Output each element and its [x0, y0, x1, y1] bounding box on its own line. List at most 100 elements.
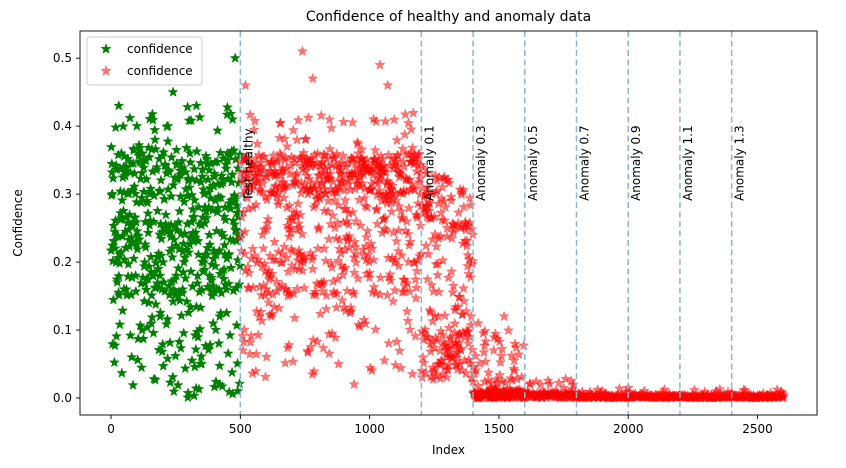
data-point [462, 249, 474, 260]
data-point [211, 225, 223, 236]
data-point [446, 232, 458, 244]
data-point [287, 355, 299, 367]
data-point [432, 269, 444, 280]
data-point [453, 206, 465, 218]
data-point [281, 140, 293, 152]
data-point [113, 270, 125, 281]
data-point [206, 274, 218, 286]
data-point [244, 336, 256, 347]
data-point [335, 168, 347, 179]
data-point [310, 289, 322, 300]
data-point [252, 329, 264, 340]
data-point [185, 265, 197, 277]
data-point [192, 235, 204, 246]
data-point [220, 283, 232, 295]
data-point [316, 178, 328, 190]
data-point [260, 351, 272, 362]
data-point [490, 328, 502, 339]
data-point [318, 242, 330, 254]
data-point [382, 79, 394, 91]
data-point [214, 310, 226, 322]
data-point [524, 378, 536, 390]
data-point [268, 236, 280, 247]
data-point [146, 289, 158, 301]
data-point [159, 160, 171, 171]
data-point [224, 329, 236, 340]
data-point [470, 350, 482, 361]
data-point [231, 357, 243, 369]
data-point [181, 295, 193, 307]
data-point [436, 181, 448, 192]
data-point [225, 108, 237, 119]
data-point [411, 265, 423, 276]
data-point [530, 375, 542, 387]
data-point [462, 337, 474, 349]
data-point [114, 318, 126, 330]
data-point [496, 343, 508, 354]
data-point [190, 100, 202, 111]
data-point [420, 240, 432, 251]
data-point [173, 336, 185, 347]
data-point [261, 217, 273, 229]
data-point [426, 279, 438, 290]
data-point [295, 209, 307, 220]
data-point [513, 348, 525, 360]
data-point [249, 115, 261, 126]
data-point [107, 172, 119, 183]
data-point [329, 222, 341, 233]
data-point [214, 360, 226, 371]
data-point [188, 390, 200, 401]
data-point [445, 194, 457, 206]
data-point [406, 368, 418, 379]
data-point [348, 267, 360, 278]
data-point [140, 284, 152, 295]
data-point [185, 114, 197, 126]
data-point [213, 244, 225, 256]
data-point [122, 258, 134, 269]
data-point [188, 163, 200, 174]
data-point [155, 174, 167, 185]
data-point [266, 268, 278, 279]
data-point [195, 350, 207, 362]
data-point [155, 233, 167, 244]
data-point [315, 109, 327, 121]
data-point [339, 262, 351, 273]
data-point [296, 228, 308, 239]
data-point [130, 285, 142, 297]
legend: confidence confidence [86, 36, 203, 86]
data-point [220, 163, 232, 174]
data-point [326, 261, 338, 273]
data-point [265, 310, 277, 322]
data-point [347, 116, 359, 128]
data-point [248, 124, 260, 135]
data-point [428, 285, 439, 297]
data-point [336, 294, 348, 306]
data-point [156, 150, 168, 161]
data-point [207, 317, 219, 329]
data-point [337, 150, 349, 161]
data-point [177, 238, 189, 249]
data-point [453, 337, 465, 349]
data-point [424, 197, 436, 209]
data-point [431, 334, 443, 345]
data-point [149, 133, 161, 145]
data-point [136, 192, 148, 203]
data-point [544, 378, 556, 389]
data-point [418, 357, 430, 368]
data-point [364, 267, 376, 278]
data-point [259, 371, 271, 382]
data-point [206, 280, 218, 291]
data-point [380, 224, 392, 236]
data-point [320, 289, 332, 301]
data-point [243, 267, 255, 278]
data-point [303, 173, 315, 184]
x-tick-label: 2500 [742, 422, 773, 436]
data-point [415, 219, 427, 231]
data-point [149, 374, 161, 385]
data-point [160, 209, 172, 220]
data-point [283, 339, 295, 350]
data-point [111, 276, 123, 287]
data-point [244, 109, 256, 120]
data-point [329, 331, 341, 343]
